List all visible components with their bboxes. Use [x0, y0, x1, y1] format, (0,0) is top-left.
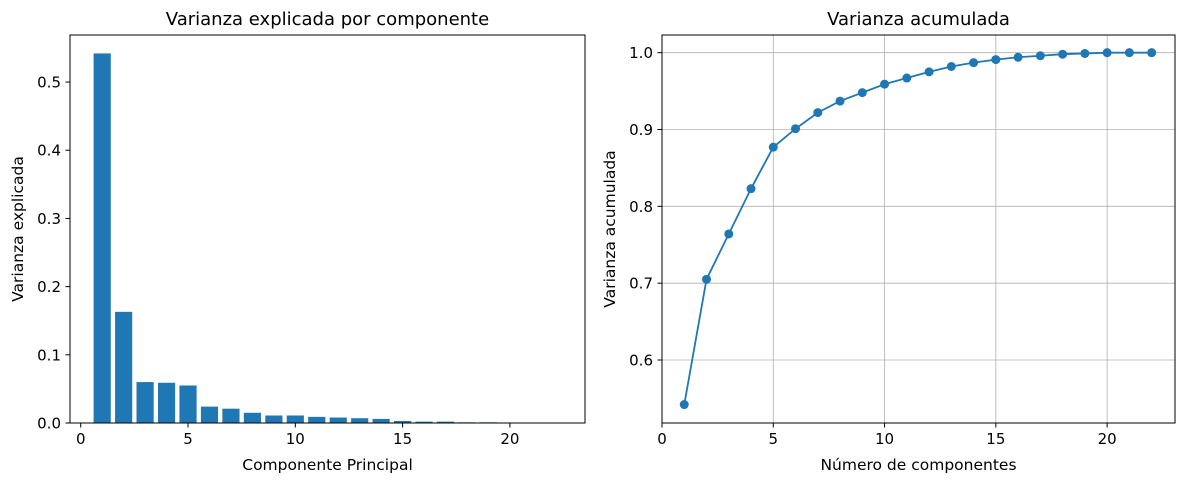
- data-point: [835, 96, 845, 106]
- x-tick-label: 15: [986, 430, 1005, 448]
- y-tick-label: 0.7: [629, 275, 653, 293]
- plot-frame: [69, 34, 586, 424]
- y-axis-label: Varianza explicada: [9, 156, 27, 302]
- y-tick-label: 0.8: [629, 198, 653, 216]
- bar: [157, 382, 176, 423]
- data-point: [813, 108, 823, 118]
- data-point: [1035, 51, 1045, 61]
- x-tick-label: 20: [500, 430, 519, 448]
- x-tick-label: 5: [183, 430, 193, 448]
- bar: [200, 406, 219, 423]
- bar: [243, 412, 261, 423]
- x-tick-label: 10: [286, 430, 305, 448]
- bar: [136, 382, 154, 423]
- x-tick-label: 5: [769, 430, 779, 448]
- data-point: [679, 400, 689, 410]
- bar: [265, 415, 283, 423]
- data-point: [857, 88, 867, 98]
- y-tick-label: 0.9: [629, 121, 653, 139]
- plot-frame: [661, 34, 1176, 424]
- data-point: [724, 229, 734, 239]
- x-axis-label: Número de componentes: [820, 456, 1016, 474]
- y-tick-label: 0.1: [37, 346, 61, 364]
- data-point: [902, 73, 912, 83]
- data-point: [991, 55, 1001, 65]
- bar: [329, 417, 347, 423]
- data-point: [768, 142, 778, 152]
- data-point: [880, 79, 890, 89]
- bar: [179, 385, 197, 423]
- x-tick-label: 0: [657, 430, 667, 448]
- bar: [372, 418, 390, 423]
- x-axis-label: Componente Principal: [242, 456, 413, 474]
- y-tick-label: 0.0: [37, 415, 61, 433]
- bar: [286, 415, 304, 423]
- data-point: [1058, 49, 1068, 59]
- y-tick-label: 0.5: [37, 74, 61, 92]
- y-axis-label: Varianza acumulada: [601, 150, 619, 307]
- series-line: [683, 51, 1152, 405]
- x-tick-label: 20: [1098, 430, 1117, 448]
- x-tick-label: 0: [76, 430, 86, 448]
- bar: [394, 420, 412, 423]
- data-point: [1013, 52, 1023, 62]
- y-tick-label: 1.0: [629, 44, 653, 62]
- data-point: [1102, 48, 1112, 58]
- explained-variance-chart: 0 5 10 15 20 0.0 0.1 0.2 0.3 0.4 0.5 Varianza expli…: [9, 9, 586, 474]
- bar: [222, 408, 240, 423]
- bar: [93, 53, 111, 423]
- data-point: [1124, 48, 1134, 58]
- chart-title: Varianza acumulada: [827, 9, 1010, 30]
- data-point: [791, 124, 801, 134]
- data-point: [924, 67, 934, 77]
- x-tick-label: 10: [875, 430, 894, 448]
- cumulative-variance-chart: 0 5 10 15 20 0.6 0.7 0.8 0.9 1.0 Varianza acumulad…: [601, 9, 1176, 474]
- bar: [436, 421, 455, 423]
- data-point: [1147, 48, 1157, 58]
- bar: [115, 311, 133, 423]
- data-point: [946, 62, 956, 72]
- bar: [415, 421, 433, 423]
- chart-title: Varianza explicada por componente: [166, 9, 489, 30]
- y-tick-label: 0.2: [37, 278, 61, 296]
- data-point: [969, 58, 979, 68]
- y-tick-label: 0.4: [37, 142, 61, 160]
- bar: [351, 418, 369, 423]
- data-point: [746, 184, 756, 194]
- y-tick-label: 0.6: [629, 351, 653, 369]
- data-point: [1080, 48, 1090, 58]
- bar: [308, 416, 326, 423]
- y-tick-label: 0.3: [37, 210, 61, 228]
- data-point: [702, 274, 712, 284]
- x-tick-label: 15: [393, 430, 412, 448]
